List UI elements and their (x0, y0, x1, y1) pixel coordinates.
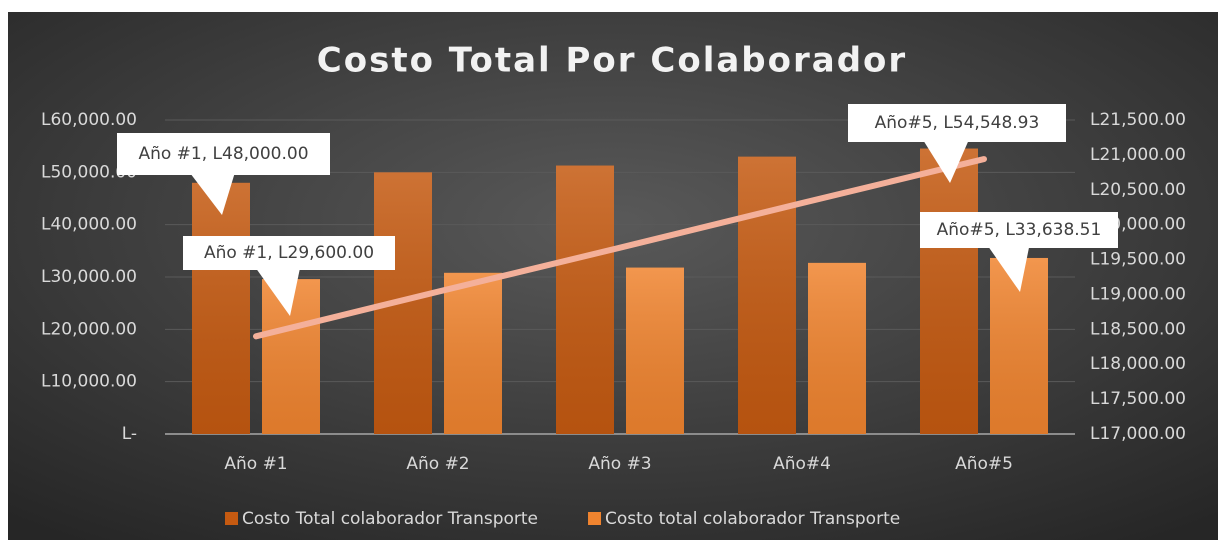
data-label: Año#5, L54,548.93 (875, 113, 1040, 133)
bar-shade (192, 182, 250, 434)
data-label: Año#5, L33,638.51 (937, 220, 1102, 240)
x-tick-label: Año #3 (588, 454, 651, 474)
bar-shade (626, 267, 684, 434)
y-tick-label: L30,000.00 (41, 267, 137, 287)
callout-box (920, 212, 1118, 248)
legend-label: Costo total colaborador Transporte (605, 509, 900, 529)
x-tick-label: Año#4 (773, 454, 831, 474)
bar-shade (920, 148, 978, 434)
y2-tick-label: L17,000.00 (1090, 424, 1186, 444)
x-tick-label: Año #2 (406, 454, 469, 474)
y-tick-label: L- (122, 424, 137, 444)
callout-pointer (191, 175, 235, 215)
legend-label: Costo Total colaborador Transporte (242, 509, 538, 529)
legend-swatch (225, 512, 238, 525)
y2-tick-label: L18,000.00 (1090, 354, 1186, 374)
legend-swatch (588, 512, 602, 525)
bar-shade (808, 262, 866, 434)
data-label: Año #1, L29,600.00 (204, 243, 374, 263)
data-label: Año #1, L48,000.00 (138, 144, 308, 164)
line-series (253, 156, 987, 340)
callout-box (848, 104, 1066, 142)
y2-tick-label: L19,000.00 (1090, 284, 1186, 304)
y-tick-label: L50,000.00 (41, 162, 137, 182)
y2-tick-label: L21,000.00 (1090, 145, 1186, 165)
callout-box (183, 236, 395, 270)
x-tick-label: Año #1 (224, 454, 287, 474)
callout-pointer (989, 248, 1029, 292)
bar-shade (556, 165, 614, 434)
callout-pointer (924, 142, 968, 183)
bar-shade (738, 156, 796, 434)
y-tick-label: L20,000.00 (41, 319, 137, 339)
y2-tick-label: L18,500.00 (1090, 319, 1186, 339)
y-tick-label: L40,000.00 (41, 215, 137, 235)
y-tick-label: L10,000.00 (41, 372, 137, 392)
x-tick-label: Año#5 (955, 454, 1013, 474)
y2-tick-label: L17,500.00 (1090, 389, 1186, 409)
y2-tick-label: L21,500.00 (1090, 110, 1186, 130)
y-tick-label: L60,000.00 (41, 110, 137, 130)
y2-tick-label: L20,500.00 (1090, 180, 1186, 200)
callout-box (117, 133, 330, 175)
callout-pointer (257, 270, 300, 316)
y2-tick-label: L19,500.00 (1090, 250, 1186, 270)
chart-title: Costo Total Por Colaborador (317, 41, 907, 81)
bar-shade (444, 272, 502, 434)
